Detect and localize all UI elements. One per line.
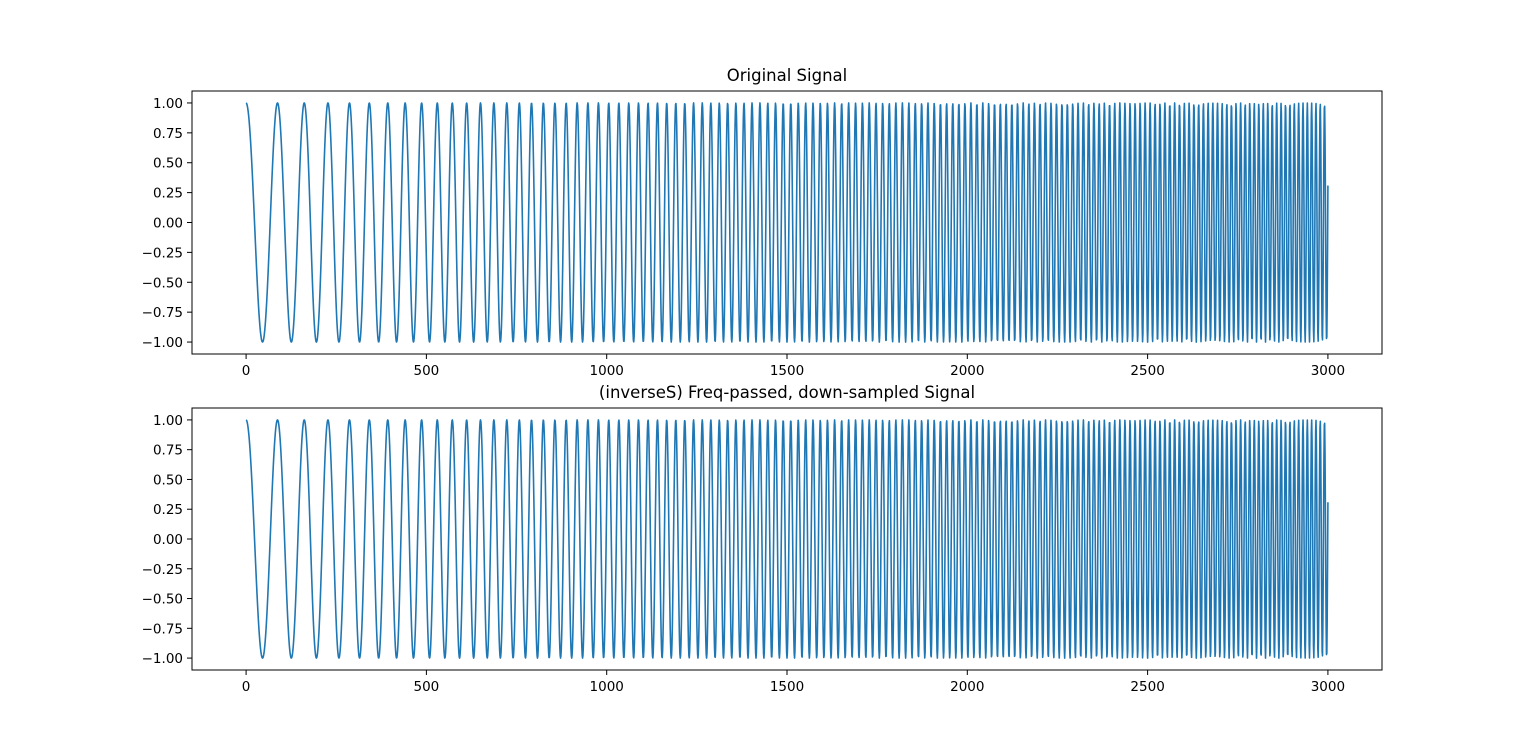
x-tick-label: 1000 — [590, 363, 624, 379]
series-line-0 — [245, 102, 1329, 343]
x-tick-label: 2500 — [1130, 363, 1164, 379]
y-tick-label: −0.75 — [142, 621, 183, 637]
y-tick-label: −0.50 — [142, 275, 183, 291]
x-tick-label: 500 — [414, 363, 440, 379]
y-tick-label: 0.00 — [153, 216, 183, 232]
y-tick-label: 0.25 — [153, 502, 183, 518]
x-tick-label: 2500 — [1130, 679, 1164, 695]
y-tick-label: −0.25 — [142, 562, 183, 578]
y-tick-label: −0.50 — [142, 592, 183, 608]
y-tick-label: −0.75 — [142, 305, 183, 321]
y-tick-label: 0.75 — [153, 443, 183, 459]
y-tick-label: 0.75 — [153, 126, 183, 142]
series-line-0 — [245, 419, 1329, 659]
x-tick-label: 2000 — [950, 679, 984, 695]
y-tick-label: 0.50 — [153, 472, 183, 488]
x-tick-label: 3000 — [1311, 679, 1345, 695]
x-tick-label: 0 — [242, 363, 251, 379]
x-tick-label: 2000 — [950, 363, 984, 379]
x-tick-label: 1500 — [770, 363, 804, 379]
x-tick-label: 1000 — [590, 679, 624, 695]
chart-original-signal: Original Signal 0 500 1000 1500 2000 2500 3000 −… — [142, 66, 1383, 379]
x-tick-label: 0 — [242, 679, 251, 695]
x-tick-label: 3000 — [1311, 363, 1345, 379]
y-tick-label: 0.25 — [153, 186, 183, 202]
chart-title: Original Signal — [727, 66, 848, 85]
chart-title: (inverseS) Freq-passed, down-sampled Sig… — [599, 383, 975, 402]
x-tick-label: 500 — [414, 679, 440, 695]
y-tick-label: 0.00 — [153, 532, 183, 548]
x-tick-label: 1500 — [770, 679, 804, 695]
y-tick-label: 1.00 — [153, 96, 183, 112]
y-tick-label: 0.50 — [153, 156, 183, 172]
y-tick-label: 1.00 — [153, 413, 183, 429]
chart-freq-passed-signal: (inverseS) Freq-passed, down-sampled Sig… — [142, 383, 1383, 695]
y-tick-label: −1.00 — [142, 335, 183, 351]
y-tick-label: −0.25 — [142, 245, 183, 261]
y-tick-label: −1.00 — [142, 651, 183, 667]
